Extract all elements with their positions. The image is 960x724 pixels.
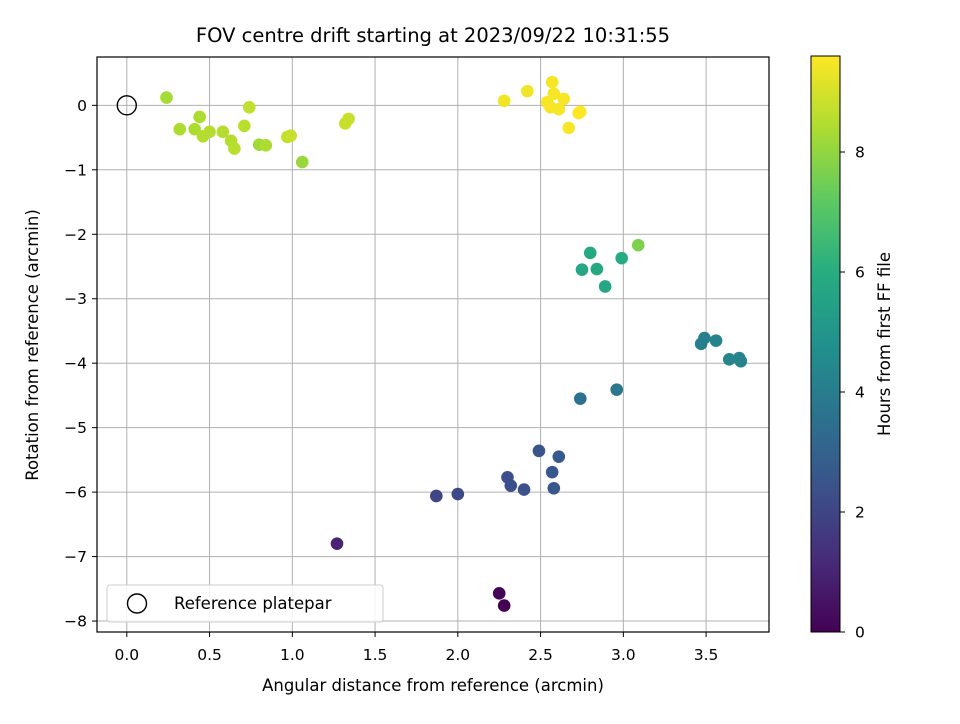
data-point bbox=[451, 487, 465, 501]
data-point bbox=[552, 102, 566, 116]
data-point bbox=[497, 94, 511, 108]
colorbar: 0 2 4 6 8 Hours from first FF file bbox=[810, 55, 894, 642]
data-point bbox=[583, 246, 597, 260]
data-point bbox=[497, 599, 511, 612]
data-point bbox=[521, 84, 534, 98]
x-tick-label: 1.0 bbox=[280, 646, 305, 664]
x-tick-label: 0.5 bbox=[197, 646, 222, 664]
data-point bbox=[284, 129, 297, 142]
data-point bbox=[242, 100, 256, 114]
data-point bbox=[216, 125, 230, 139]
data-point bbox=[547, 87, 561, 101]
colorbar-tick-label: 2 bbox=[855, 504, 865, 522]
legend: Reference platepar bbox=[106, 584, 384, 623]
data-point bbox=[193, 110, 206, 124]
data-point bbox=[562, 121, 576, 135]
data-point bbox=[330, 537, 344, 550]
colorbar-tick-label: 4 bbox=[855, 384, 865, 402]
data-point bbox=[598, 280, 612, 293]
data-point bbox=[504, 479, 518, 492]
x-tick-label: 2.0 bbox=[445, 646, 470, 664]
colorbar-tick-label: 8 bbox=[855, 144, 865, 162]
y-tick-label: −1 bbox=[64, 161, 87, 179]
x-tick-label: 3.0 bbox=[611, 646, 636, 664]
y-axis-label: Rotation from reference (arcmin) bbox=[23, 209, 42, 481]
data-point bbox=[734, 354, 748, 368]
data-point bbox=[574, 392, 587, 405]
data-point bbox=[698, 331, 711, 345]
data-point bbox=[557, 92, 571, 106]
data-point bbox=[545, 465, 559, 479]
data-point bbox=[238, 119, 251, 133]
data-point bbox=[590, 262, 604, 276]
data-point bbox=[188, 122, 201, 136]
plot-frame bbox=[96, 56, 770, 633]
data-point bbox=[532, 444, 546, 458]
colorbar-label: Hours from first FF file bbox=[875, 252, 894, 436]
x-tick-label: 0.0 bbox=[114, 646, 139, 664]
data-points bbox=[160, 75, 748, 612]
data-point bbox=[430, 489, 443, 503]
data-point bbox=[709, 334, 723, 347]
data-point bbox=[295, 155, 309, 169]
data-point bbox=[160, 91, 173, 104]
data-point bbox=[631, 238, 645, 252]
y-tick-label: −6 bbox=[64, 484, 87, 502]
data-point bbox=[547, 481, 561, 495]
data-point bbox=[552, 450, 566, 463]
reference-platepar-marker bbox=[116, 95, 137, 116]
data-point bbox=[173, 122, 187, 136]
x-tick-label: 2.5 bbox=[528, 646, 553, 664]
data-point bbox=[203, 125, 216, 139]
data-point bbox=[259, 139, 273, 152]
y-tick-label: −5 bbox=[64, 419, 87, 437]
data-point bbox=[574, 105, 587, 119]
colorbar-tick-label: 0 bbox=[855, 624, 865, 642]
chart-title: FOV centre drift starting at 2023/09/22 … bbox=[196, 24, 670, 47]
y-tick-label: −7 bbox=[64, 548, 87, 566]
x-axis-label: Angular distance from reference (arcmin) bbox=[262, 676, 604, 695]
y-tick-label: −4 bbox=[64, 355, 87, 373]
y-tick-label: −2 bbox=[64, 226, 87, 244]
data-point bbox=[517, 483, 531, 496]
grid bbox=[97, 57, 769, 632]
colorbar-gradient bbox=[810, 55, 841, 633]
data-point bbox=[228, 142, 241, 155]
x-axis-ticks: 0.0 0.5 1.0 1.5 2.0 2.5 3.0 3.5 bbox=[114, 632, 718, 664]
data-point bbox=[722, 353, 736, 366]
data-point bbox=[575, 263, 589, 277]
colorbar-tick-label: 6 bbox=[855, 264, 865, 282]
x-tick-label: 3.5 bbox=[694, 646, 719, 664]
legend-box bbox=[106, 584, 384, 623]
y-tick-label: −8 bbox=[64, 613, 87, 631]
x-tick-label: 1.5 bbox=[363, 646, 388, 664]
colorbar-ticks: 0 2 4 6 8 bbox=[840, 144, 865, 642]
legend-label: Reference platepar bbox=[174, 594, 332, 613]
data-point bbox=[615, 251, 628, 265]
data-point bbox=[342, 112, 355, 126]
legend-marker bbox=[126, 593, 148, 614]
y-tick-label: −3 bbox=[64, 290, 87, 308]
data-point bbox=[545, 75, 559, 89]
y-axis-ticks: 0 −1 −2 −3 −4 −5 −6 −7 −8 bbox=[64, 97, 97, 631]
data-point bbox=[492, 587, 506, 600]
y-tick-label: 0 bbox=[77, 97, 87, 115]
data-point bbox=[610, 383, 624, 396]
